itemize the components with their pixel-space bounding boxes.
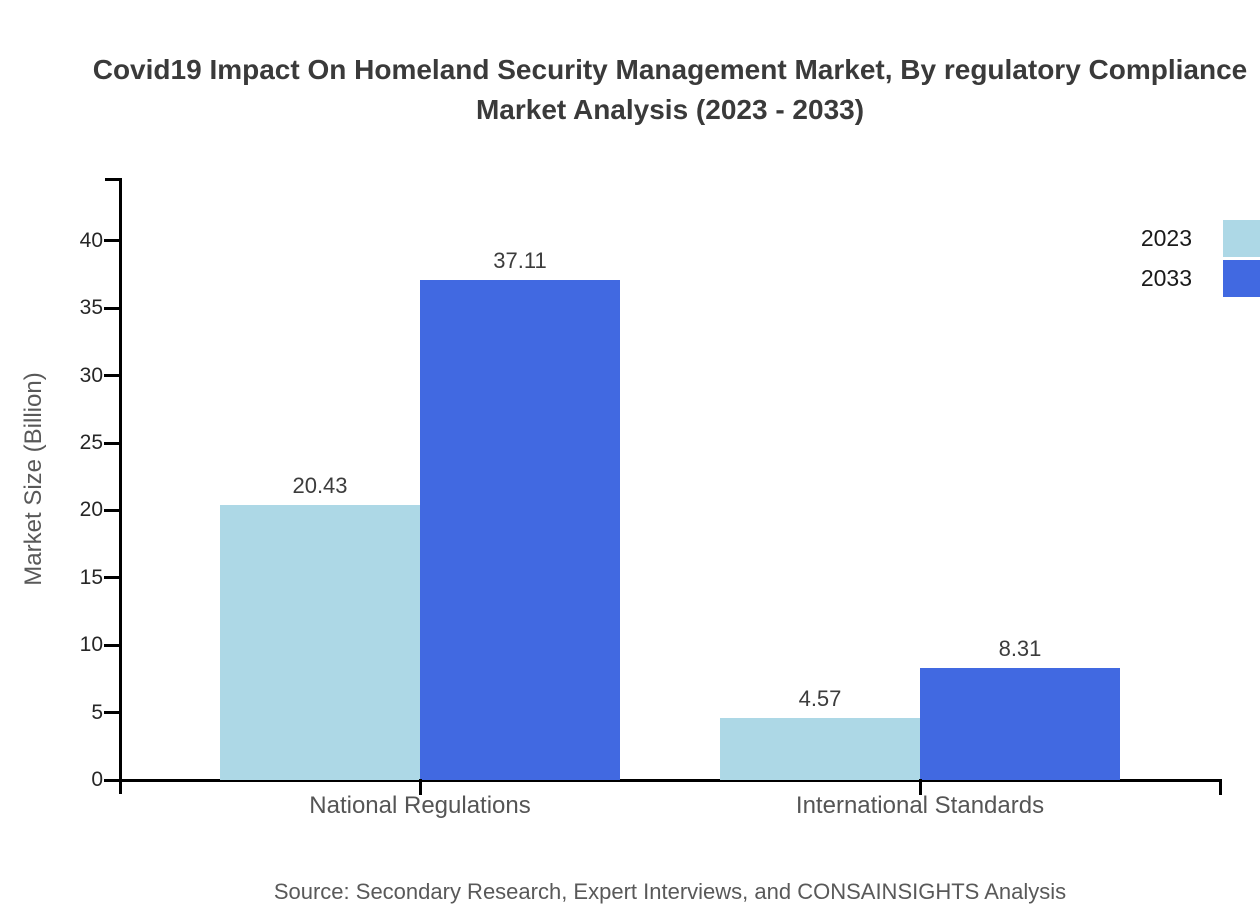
value-label: 37.11 [493, 247, 547, 273]
x-axis-spine [119, 779, 1222, 782]
y-tick [104, 239, 120, 243]
y-tick-label: 35 [79, 296, 103, 320]
bar-2023-international-standards [720, 718, 920, 780]
y-tick [104, 441, 120, 445]
source-note: Source: Secondary Research, Expert Inter… [273, 879, 1067, 904]
y-tick [104, 374, 120, 378]
y-axis-end-tick [105, 178, 121, 181]
chart-title-line1: Covid19 Impact On Homeland Security Mana… [92, 54, 1248, 85]
y-tick [104, 508, 120, 512]
y-tick-label: 40 [79, 228, 103, 252]
value-label: 4.57 [798, 686, 842, 712]
chart-title-line2: Market Analysis (2023 - 2033) [475, 94, 865, 125]
y-axis-spine [119, 178, 122, 794]
y-tick-label: 10 [79, 633, 103, 657]
y-tick [104, 576, 120, 580]
y-tick-label: 30 [79, 363, 103, 387]
legend-swatch-2023 [1223, 220, 1260, 257]
x-axis-end-tick [1219, 779, 1222, 795]
x-tick [918, 779, 922, 795]
x-tick [418, 779, 422, 795]
value-label: 20.43 [292, 472, 348, 498]
x-category-label: National Regulations [309, 792, 531, 819]
y-tick [104, 306, 120, 310]
y-tick-label: 20 [79, 498, 103, 522]
legend-label-2033: 2033 [1140, 265, 1192, 291]
y-tick [104, 711, 120, 715]
legend-label-2023: 2023 [1140, 225, 1192, 251]
value-label: 8.31 [998, 635, 1042, 661]
y-tick-label: 0 [91, 768, 103, 791]
bar-2033-national-regulations [420, 279, 620, 780]
y-tick [104, 778, 120, 782]
y-tick-label: 5 [91, 700, 103, 724]
y-tick-label: 15 [79, 565, 103, 589]
x-category-label: International Standards [795, 792, 1045, 819]
bar-2023-national-regulations [220, 504, 420, 780]
y-tick [104, 643, 120, 647]
bar-2033-international-standards [920, 667, 1120, 780]
y-tick-label: 25 [79, 431, 103, 454]
legend-swatch-2033 [1223, 260, 1260, 297]
y-axis-title: Market Size (Billion) [20, 372, 47, 586]
